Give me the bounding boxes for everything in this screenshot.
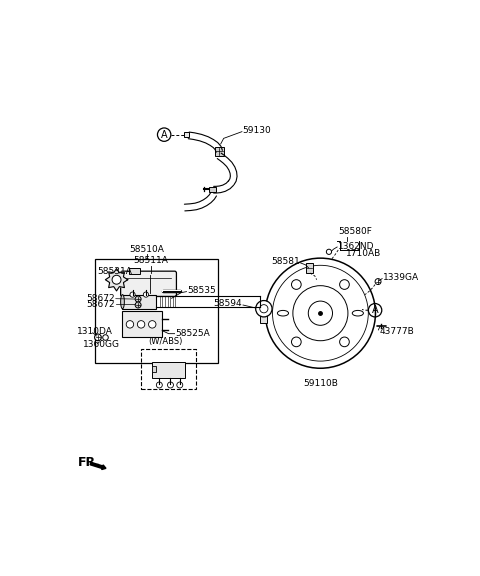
Bar (152, 362, 185, 378)
Text: 1339GA: 1339GA (383, 274, 419, 282)
Circle shape (148, 321, 156, 328)
Bar (122, 294, 156, 309)
Circle shape (256, 301, 272, 317)
Circle shape (340, 280, 349, 289)
Circle shape (291, 337, 301, 347)
Text: 58511A: 58511A (134, 256, 168, 265)
Text: (W/ABS): (W/ABS) (149, 336, 183, 346)
Text: 58580F: 58580F (338, 227, 372, 236)
Circle shape (135, 302, 141, 308)
Circle shape (168, 382, 173, 388)
Bar (215, 147, 224, 156)
Text: 59130: 59130 (242, 126, 271, 135)
Text: 1310DA: 1310DA (77, 327, 113, 336)
Circle shape (177, 382, 183, 388)
Circle shape (112, 275, 121, 284)
Circle shape (126, 321, 133, 328)
Circle shape (95, 334, 101, 341)
Ellipse shape (352, 310, 363, 316)
Circle shape (326, 249, 332, 255)
Text: 1710AB: 1710AB (347, 249, 382, 258)
Circle shape (340, 337, 349, 347)
Text: 43777B: 43777B (379, 327, 414, 336)
Circle shape (291, 280, 301, 289)
Text: 58594: 58594 (214, 298, 242, 308)
Bar (260, 304, 267, 323)
Text: 1360GG: 1360GG (83, 340, 120, 349)
FancyBboxPatch shape (120, 271, 177, 297)
Text: 59110B: 59110B (303, 380, 338, 388)
Ellipse shape (277, 310, 288, 316)
Bar (152, 366, 156, 372)
Text: 58581: 58581 (271, 257, 300, 266)
Bar (122, 312, 162, 338)
Circle shape (156, 382, 162, 388)
Text: A: A (161, 130, 168, 139)
Bar (209, 187, 216, 192)
Text: 58535: 58535 (187, 286, 216, 295)
Circle shape (137, 321, 145, 328)
Text: 1362ND: 1362ND (338, 242, 375, 252)
Text: 58525A: 58525A (175, 329, 210, 338)
Ellipse shape (120, 294, 124, 309)
Text: FR.: FR. (78, 456, 101, 468)
Polygon shape (106, 268, 128, 291)
Text: 58672: 58672 (86, 294, 115, 303)
FancyArrow shape (90, 463, 106, 469)
Text: 58531A: 58531A (97, 267, 132, 276)
Bar (183, 132, 189, 137)
Circle shape (135, 296, 141, 302)
Bar (305, 263, 313, 273)
Text: A: A (372, 305, 378, 315)
Text: 58672: 58672 (86, 300, 115, 309)
Bar (129, 268, 140, 274)
Circle shape (144, 292, 148, 297)
Text: 58510A: 58510A (130, 245, 164, 253)
Circle shape (375, 279, 381, 285)
Bar (141, 348, 196, 389)
Bar (96, 259, 218, 363)
Circle shape (130, 292, 135, 297)
